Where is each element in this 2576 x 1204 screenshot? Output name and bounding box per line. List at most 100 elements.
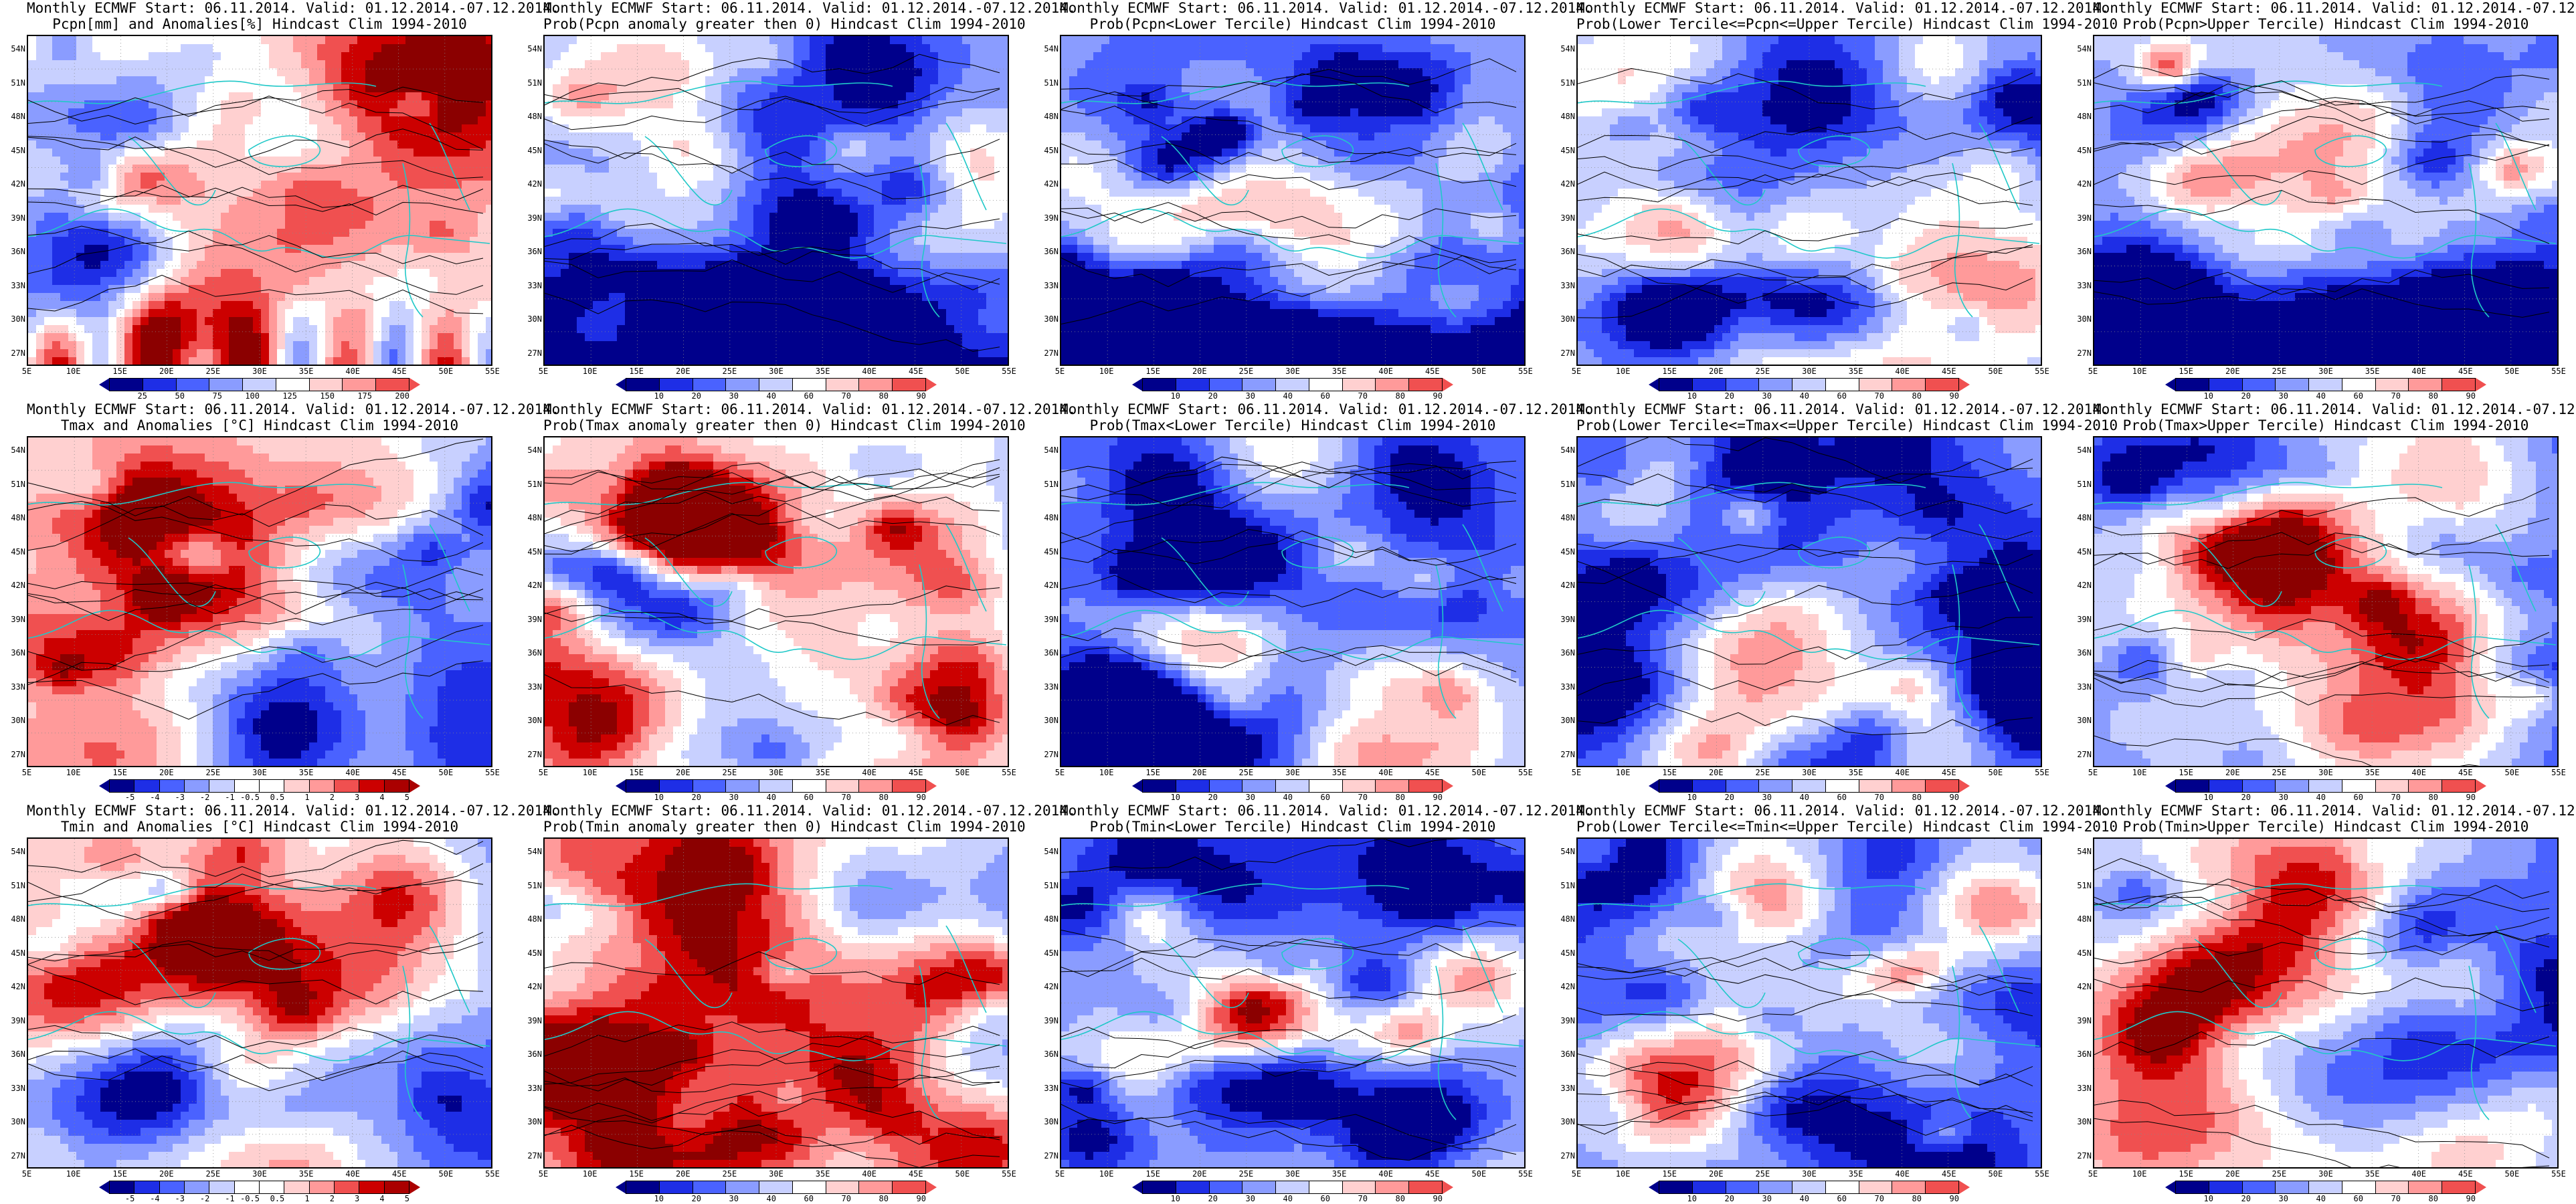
colorbar — [1132, 1181, 1454, 1194]
contour-line — [2094, 631, 2550, 686]
coastline — [2468, 163, 2490, 318]
title-line-2: Tmin and Anomalies [°C] Hindcast Clim 19… — [27, 819, 492, 835]
colorbar-tick-label: 90 — [889, 1194, 926, 1203]
colorbar-tick-label: 20 — [2213, 1194, 2251, 1203]
map-panel-r3-c4: Monthly ECMWF Start: 06.11.2014. Valid: … — [1560, 803, 2118, 1203]
coastline — [429, 925, 470, 1013]
coastline — [1061, 80, 1410, 104]
colorbar-tick-label: 60 — [776, 793, 814, 802]
contour-line — [1061, 208, 1517, 229]
colorbar-tick-label: 100 — [222, 391, 260, 401]
colorbar-swatch — [1275, 1181, 1309, 1194]
colorbar-swatch — [1308, 1181, 1343, 1194]
lat-tick-label: 27N — [521, 348, 542, 358]
lon-tick-label: 50E — [1465, 1169, 1492, 1179]
title-line-1: Monthly ECMWF Start: 06.11.2014. Valid: … — [27, 0, 560, 16]
colorbar-swatch — [175, 378, 210, 391]
colorbar-tick-label: 90 — [2438, 1194, 2476, 1203]
colorbar-swatch — [626, 779, 660, 793]
colorbar — [616, 378, 937, 391]
panel-title: Monthly ECMWF Start: 06.11.2014. Valid: … — [543, 803, 1077, 835]
colorbar-swatch — [792, 378, 826, 391]
colorbar-labels: 10 20 30 40 60 70 80 90 — [2176, 793, 2476, 802]
lat-tick-label: 54N — [1037, 847, 1059, 856]
map-panel-r1-c1: Monthly ECMWF Start: 06.11.2014. Valid: … — [11, 0, 560, 401]
colorbar-tick-label: 80 — [2401, 391, 2438, 401]
contour-line — [28, 863, 484, 920]
contour-line — [545, 1107, 1000, 1167]
contour-line — [1061, 920, 1517, 952]
lat-tick-label: 42N — [2070, 982, 2092, 991]
lon-tick-label: 40E — [2405, 367, 2432, 376]
panel-title: Monthly ECMWF Start: 06.11.2014. Valid: … — [27, 803, 560, 835]
lat-tick-label: 54N — [521, 445, 542, 455]
contour-line — [1061, 530, 1517, 581]
map-panel-r2-c5: Monthly ECMWF Start: 06.11.2014. Valid: … — [2077, 401, 2576, 802]
lon-tick-label: 5E — [530, 367, 557, 376]
lat-tick-label: 42N — [2070, 581, 2092, 590]
title-line-2: Prob(Pcpn anomaly greater then 0) Hindca… — [543, 16, 1026, 32]
colorbar-swatch — [1725, 1181, 1760, 1194]
lon-tick-label: 40E — [1372, 367, 1399, 376]
lat-tick-label: 39N — [4, 1016, 25, 1025]
map-panel-r2-c2: Monthly ECMWF Start: 06.11.2014. Valid: … — [527, 401, 1076, 802]
panel-title: Monthly ECMWF Start: 06.11.2014. Valid: … — [1576, 0, 2118, 32]
lon-tick-label: 55E — [1512, 367, 1539, 376]
colorbar-labels: -5 -4 -3 -2 -1 -0.5 0.5 1 2 3 4 5 — [110, 793, 409, 802]
lat-tick-label: 48N — [1554, 914, 1575, 924]
map-panel-r3-c1: Monthly ECMWF Start: 06.11.2014. Valid: … — [11, 803, 560, 1203]
colorbar-swatch — [1858, 1181, 1893, 1194]
lat-tick-label: 42N — [1037, 982, 1059, 991]
contour-line — [28, 128, 484, 168]
lat-tick-label: 27N — [4, 1151, 25, 1161]
lat-tick-label: 33N — [1037, 281, 1059, 290]
colorbar-swatch — [2241, 1181, 2276, 1194]
lat-tick-label: 48N — [521, 513, 542, 522]
title-line-1: Monthly ECMWF Start: 06.11.2014. Valid: … — [27, 401, 560, 417]
coastline — [429, 122, 470, 211]
coastline — [2094, 482, 2443, 506]
lon-tick-label: 25E — [2266, 1169, 2292, 1179]
lon-tick-label: 40E — [339, 367, 366, 376]
lon-tick-label: 10E — [2126, 768, 2153, 777]
lon-tick-label: 35E — [293, 768, 320, 777]
colorbar-swatch — [1275, 779, 1309, 793]
lat-tick-label: 51N — [1554, 881, 1575, 890]
contour-line — [1061, 463, 1517, 508]
map-panel-r1-c4: Monthly ECMWF Start: 06.11.2014. Valid: … — [1560, 0, 2118, 401]
colorbar-tick-label: 40 — [739, 391, 776, 401]
contour-line — [1061, 456, 1517, 507]
contour-line — [1061, 1048, 1517, 1090]
contour-line — [1061, 839, 1517, 873]
lat-tick-label: 39N — [2070, 615, 2092, 624]
colorbar-tick-label: 70 — [1330, 1194, 1368, 1203]
lat-tick-label: 48N — [521, 112, 542, 121]
lat-tick-label: 30N — [1037, 314, 1059, 324]
lon-tick-label: 25E — [1232, 367, 1259, 376]
colorbar-tick-label: 30 — [1218, 1194, 1255, 1203]
coastline — [1061, 609, 1524, 660]
colorbar-tick-label: 0.5 — [260, 793, 285, 802]
colorbar-swatch — [858, 378, 893, 391]
colorbar-tick-label: 90 — [889, 793, 926, 802]
coastline — [644, 136, 733, 206]
contour-line — [545, 242, 1000, 290]
contour-line — [1061, 941, 1517, 977]
colorbar-swatch — [1925, 1181, 1960, 1194]
contour-line — [28, 136, 484, 179]
contour-line — [2094, 1031, 2550, 1058]
coastline — [545, 609, 1007, 660]
lon-tick-label: 15E — [2173, 1169, 2199, 1179]
colorbar-labels: 10 20 30 40 60 70 80 90 — [626, 793, 926, 802]
lat-tick-label: 54N — [1554, 445, 1575, 455]
lat-tick-label: 39N — [4, 213, 25, 223]
colorbar-swatch — [1175, 378, 1210, 391]
lon-tick-label: 50E — [2498, 1169, 2525, 1179]
colorbar-swatch — [2442, 779, 2476, 793]
coastline — [2468, 564, 2490, 719]
panel-title: Monthly ECMWF Start: 06.11.2014. Valid: … — [2093, 0, 2576, 32]
coastline — [765, 938, 837, 970]
field-raster — [545, 839, 1008, 1167]
colorbar-tick-label: 10 — [2176, 391, 2213, 401]
colorbar-tick-label: 3 — [335, 1194, 359, 1203]
